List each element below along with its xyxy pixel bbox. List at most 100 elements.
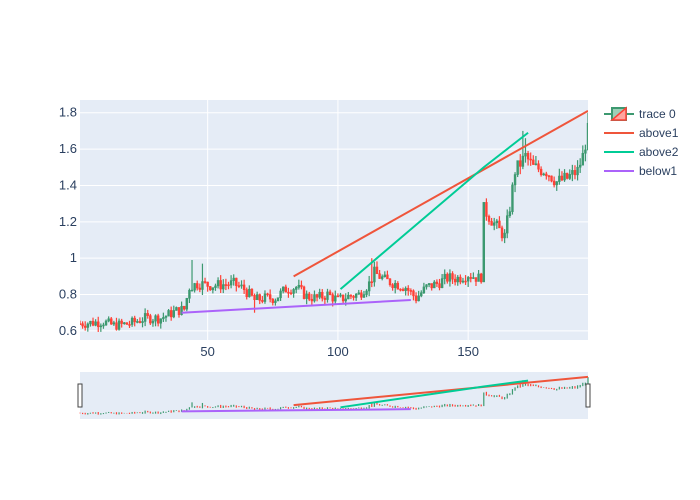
candle-body bbox=[425, 284, 428, 288]
y-tick-label: 0.8 bbox=[59, 287, 77, 302]
candle-body bbox=[289, 292, 293, 295]
candle-body bbox=[89, 320, 92, 325]
candle-body bbox=[438, 283, 441, 289]
candle-body bbox=[495, 220, 499, 224]
candle-body bbox=[443, 273, 446, 279]
candle-body bbox=[300, 284, 303, 288]
candle-body bbox=[83, 325, 87, 328]
candle-body bbox=[297, 284, 301, 288]
candle-body bbox=[117, 320, 121, 330]
candle-body bbox=[154, 315, 157, 322]
candle-body bbox=[362, 294, 366, 298]
candle-body bbox=[138, 321, 142, 323]
candle-body bbox=[532, 159, 535, 165]
candle-body bbox=[229, 280, 233, 286]
candle-body bbox=[321, 291, 324, 299]
candle-body bbox=[396, 282, 400, 290]
candle-body bbox=[581, 152, 585, 166]
candle-body bbox=[542, 173, 545, 176]
candle-body bbox=[193, 283, 196, 291]
overlay-lines bbox=[181, 110, 588, 314]
slider-line-below1 bbox=[181, 408, 411, 413]
candle-body bbox=[360, 292, 363, 298]
candle-body bbox=[211, 287, 215, 291]
legend-item-above2[interactable]: above2 bbox=[604, 145, 679, 159]
legend-label: above2 bbox=[639, 145, 679, 159]
rangeslider-right-handle[interactable] bbox=[585, 383, 591, 408]
candle-body bbox=[180, 305, 183, 315]
legend-item-below1[interactable]: below1 bbox=[604, 164, 677, 178]
legend-item-above1[interactable]: above1 bbox=[604, 126, 679, 140]
candle-body bbox=[326, 291, 329, 300]
candle-body bbox=[391, 284, 394, 289]
candle-body bbox=[407, 287, 410, 291]
candle-body bbox=[175, 307, 178, 311]
candle-body bbox=[529, 158, 532, 161]
candle-body bbox=[86, 323, 90, 328]
candle-body bbox=[284, 286, 288, 293]
candle-body bbox=[537, 163, 540, 170]
legend-item-trace-0[interactable]: trace 0 bbox=[604, 106, 676, 121]
candle-body bbox=[123, 322, 126, 325]
y-tick-label: 1 bbox=[70, 250, 77, 265]
candle-body bbox=[339, 294, 342, 297]
candle-body bbox=[255, 294, 259, 301]
candle-body bbox=[367, 281, 371, 292]
candle-body bbox=[203, 281, 207, 283]
slider-line-above1 bbox=[293, 375, 589, 407]
candle-body bbox=[128, 324, 131, 326]
candle-body bbox=[133, 317, 136, 323]
candle-body bbox=[433, 281, 436, 289]
candle-body bbox=[214, 285, 217, 288]
candle-body bbox=[464, 280, 467, 283]
rangeslider-content bbox=[79, 375, 589, 415]
candle-body bbox=[240, 284, 243, 287]
candle-body bbox=[456, 276, 459, 283]
candle-body bbox=[125, 322, 129, 325]
candle-body bbox=[130, 317, 134, 325]
candle-body bbox=[555, 181, 558, 186]
candle-body bbox=[511, 184, 514, 212]
candle-body bbox=[365, 290, 368, 295]
candle-body bbox=[172, 310, 175, 318]
candle-body bbox=[493, 222, 496, 226]
candle-body bbox=[498, 220, 501, 229]
candle-body bbox=[420, 292, 423, 297]
candle-body bbox=[563, 172, 566, 181]
candle-body bbox=[558, 175, 561, 182]
rangeslider-background[interactable] bbox=[80, 372, 588, 419]
candle-body bbox=[263, 293, 267, 302]
candle-body bbox=[409, 290, 413, 292]
candle-body bbox=[586, 122, 588, 151]
x-axis-ticks: 50 100 150 bbox=[200, 344, 479, 359]
slider-line-above2 bbox=[340, 379, 529, 409]
candlestick-series bbox=[80, 112, 588, 332]
y-tick-label: 1.4 bbox=[59, 177, 77, 192]
candle-body bbox=[404, 287, 407, 291]
candle-body bbox=[188, 289, 191, 299]
candle-body bbox=[149, 315, 152, 324]
candle-body bbox=[414, 295, 418, 302]
candle-body bbox=[375, 266, 379, 275]
candle-body bbox=[482, 202, 486, 283]
candle-body bbox=[472, 277, 475, 279]
candle-body bbox=[292, 289, 295, 294]
candle-body bbox=[310, 298, 314, 302]
candle-body bbox=[352, 296, 355, 298]
candle-body bbox=[141, 321, 144, 323]
candle-body bbox=[201, 281, 204, 290]
candle-body bbox=[417, 295, 420, 302]
rangeslider-left-handle[interactable] bbox=[77, 383, 83, 408]
candle-body bbox=[143, 313, 147, 322]
candle-body bbox=[508, 211, 512, 216]
main-plot-content bbox=[80, 110, 588, 332]
legend-label: above1 bbox=[639, 126, 679, 140]
candle-body bbox=[169, 310, 173, 318]
candle-body bbox=[422, 286, 426, 294]
candle-body bbox=[222, 284, 225, 290]
line-above1 bbox=[293, 110, 588, 278]
y-tick-label: 1.8 bbox=[59, 105, 77, 120]
candle-body bbox=[276, 297, 280, 302]
candle-body bbox=[237, 285, 241, 287]
candle-body bbox=[354, 293, 358, 298]
